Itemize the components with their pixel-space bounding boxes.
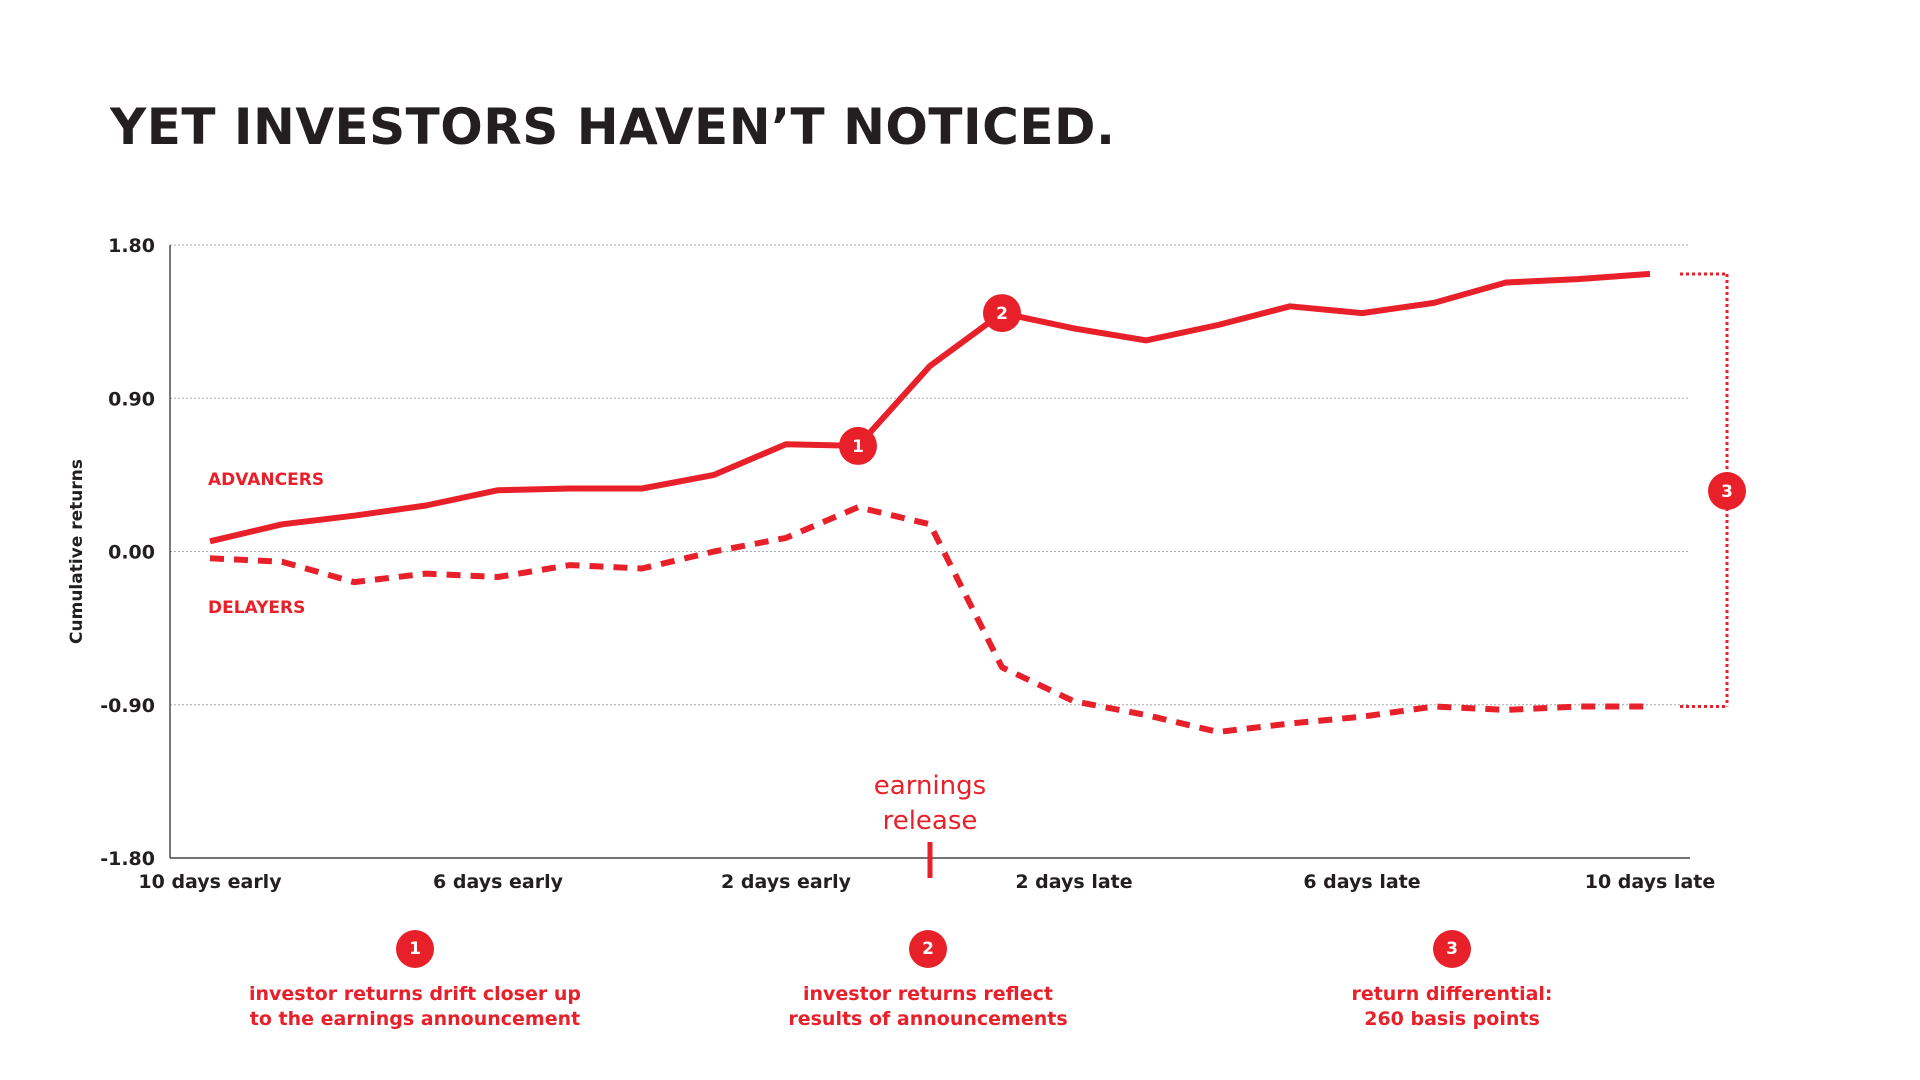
note-3-line-1: return differential: xyxy=(1351,983,1553,1005)
note-2-line-1: investor returns reflect xyxy=(803,983,1053,1005)
gridlines xyxy=(170,244,1690,706)
x-tick-label: 6 days late xyxy=(1303,871,1420,893)
y-tick-label: 0.00 xyxy=(108,542,155,564)
page-title: YET INVESTORS HAVEN’T NOTICED. xyxy=(110,98,1116,156)
marker-3-label: 3 xyxy=(1721,482,1733,502)
labels: 1.80 0.90 0.00 -0.90 -1.80 Cumulative returns… xyxy=(67,235,1715,893)
earnings-release-label-line-1: earnings xyxy=(874,771,986,801)
note-3-line-2: 260 basis points xyxy=(1364,1008,1540,1030)
note-text-1: investor returns drift closer up to the … xyxy=(225,982,605,1032)
marker-3 xyxy=(1708,472,1746,510)
x-tick-label: 6 days early xyxy=(433,871,564,893)
annotations: 1 2 3 xyxy=(839,272,1746,878)
note-text-2: investor returns reflect results of anno… xyxy=(738,982,1118,1032)
series-label-advancers: ADVANCERS xyxy=(208,470,324,490)
x-tick-label: 2 days late xyxy=(1015,871,1132,893)
marker-2 xyxy=(983,294,1021,333)
series-line-advancers xyxy=(209,270,1651,545)
y-axis-label: Cumulative returns xyxy=(67,459,87,644)
note-text-3: return differential: 260 basis points xyxy=(1262,982,1642,1032)
note-1-line-2: to the earnings announcement xyxy=(249,1008,581,1030)
note-3: 3 return differential: 260 basis points xyxy=(1262,930,1642,1032)
x-tick-label: 10 days late xyxy=(1585,871,1716,893)
earnings-release-label-line-2: release xyxy=(883,806,978,836)
note-badge-3: 3 xyxy=(1433,930,1471,968)
note-2-line-2: results of announcements xyxy=(788,1008,1068,1030)
y-tick-label: 1.80 xyxy=(108,235,155,257)
series-label-delayers: DELAYERS xyxy=(208,598,305,618)
note-1-line-1: investor returns drift closer up xyxy=(248,983,581,1005)
marker-1-label: 1 xyxy=(852,437,864,457)
note-badge-2: 2 xyxy=(909,930,947,968)
y-tick-label: 0.90 xyxy=(108,388,155,410)
y-tick-label: -0.90 xyxy=(100,695,155,717)
x-tick-label: 2 days early xyxy=(721,871,852,893)
series xyxy=(209,270,1651,735)
y-tick-label: -1.80 xyxy=(100,848,155,870)
x-tick-label: 10 days early xyxy=(138,871,282,893)
marker-2-label: 2 xyxy=(996,304,1008,324)
note-1: 1 investor returns drift closer up to th… xyxy=(225,930,605,1032)
marker-1 xyxy=(839,426,877,465)
note-2: 2 investor returns reflect results of an… xyxy=(738,930,1118,1032)
series-line-delayers xyxy=(209,504,1650,735)
note-badge-1: 1 xyxy=(396,930,434,968)
